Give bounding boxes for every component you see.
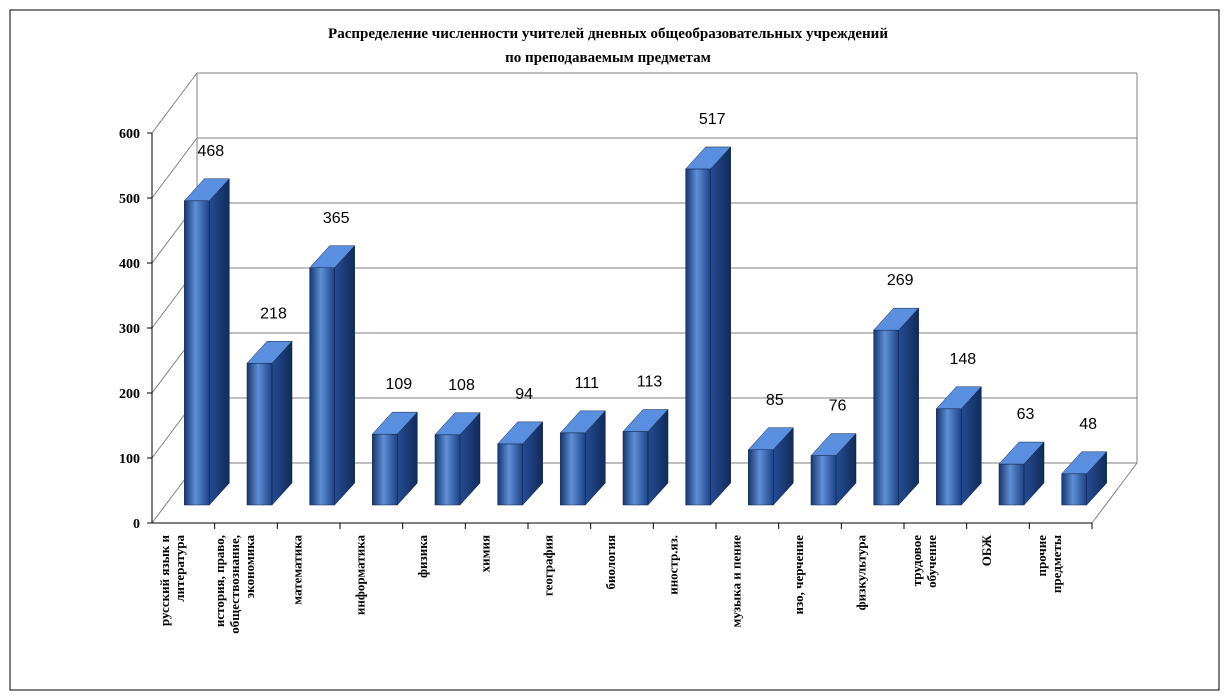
y-tick-label: 400	[119, 257, 140, 272]
bar	[936, 408, 962, 506]
bar	[560, 432, 586, 506]
x-tick-label: биология	[603, 535, 618, 590]
value-label: 148	[949, 351, 976, 368]
bar-top	[1061, 451, 1108, 475]
x-tick-label: химия	[478, 535, 493, 572]
x-tick-label: трудовоеобучение	[909, 535, 939, 588]
x-tick-label: математика	[290, 535, 305, 605]
y-tick-label: 0	[133, 517, 140, 532]
x-tick-label: физкультура	[854, 535, 869, 611]
bar-top	[183, 178, 230, 202]
x-tick-label: русский язык илитература	[157, 534, 187, 626]
value-label: 63	[1017, 406, 1035, 423]
bar-top	[873, 307, 920, 331]
bar	[998, 463, 1025, 506]
bar-top	[497, 421, 544, 445]
bar	[497, 443, 523, 506]
bar-top	[935, 386, 982, 410]
chart-title: Распределение численности учителей дневн…	[328, 26, 888, 42]
bar-top	[998, 441, 1045, 465]
bar	[246, 363, 273, 506]
value-label: 109	[385, 376, 412, 393]
value-label: 85	[766, 392, 784, 409]
bar-top	[434, 412, 481, 436]
grid-line	[151, 137, 198, 199]
value-label: 94	[515, 386, 533, 403]
bar	[810, 455, 837, 506]
x-tick-label: музыка и пение	[728, 535, 743, 628]
value-label: 111	[575, 375, 599, 392]
value-label: 108	[448, 377, 475, 394]
y-tick-label: 600	[119, 127, 140, 142]
x-tick-label: ОБЖ	[979, 535, 994, 566]
bar-top	[810, 433, 857, 456]
x-tick-label: прочиепредметы	[1034, 535, 1064, 593]
bar	[1061, 473, 1087, 506]
bar-side	[898, 307, 919, 506]
value-label: 365	[323, 210, 350, 227]
value-label: 218	[260, 305, 287, 322]
bar	[184, 200, 210, 506]
bar-side	[334, 245, 355, 506]
bar	[372, 433, 398, 506]
chart-title: по преподаваемым предметам	[505, 50, 711, 66]
value-label: 468	[197, 143, 224, 160]
bar-top	[246, 341, 293, 364]
bar	[309, 267, 335, 506]
y-tick-label: 300	[119, 322, 140, 337]
value-label: 76	[829, 398, 847, 415]
value-label: 48	[1079, 416, 1097, 433]
value-label: 113	[637, 374, 663, 391]
bar-top	[622, 409, 669, 432]
y-tick-label: 500	[119, 192, 140, 207]
bar	[873, 329, 899, 506]
grid-line	[151, 72, 198, 134]
y-tick-label: 200	[119, 387, 140, 402]
x-tick-label: география	[540, 535, 555, 596]
bar-side	[710, 146, 731, 506]
bar	[685, 168, 711, 506]
x-tick-label: иностр.яз.	[666, 535, 681, 595]
bar-top	[371, 411, 418, 435]
x-tick-label: физика	[415, 535, 430, 578]
bar-top	[559, 410, 606, 434]
x-tick-label: информатика	[352, 535, 367, 616]
axis-line	[1091, 462, 1138, 524]
bar-top	[685, 146, 732, 170]
bar-side	[209, 178, 230, 506]
x-tick-label: история, право,обществознание,экономика	[212, 535, 257, 634]
bar-side	[271, 340, 293, 506]
bar	[748, 449, 774, 506]
bar-top	[309, 245, 356, 268]
x-tick-label: изо, черчение	[791, 535, 806, 615]
value-label: 269	[887, 272, 914, 289]
y-tick-label: 100	[119, 452, 140, 467]
value-label: 517	[699, 111, 726, 128]
bar	[622, 431, 649, 506]
bar-top	[747, 427, 794, 450]
bar	[434, 434, 461, 506]
